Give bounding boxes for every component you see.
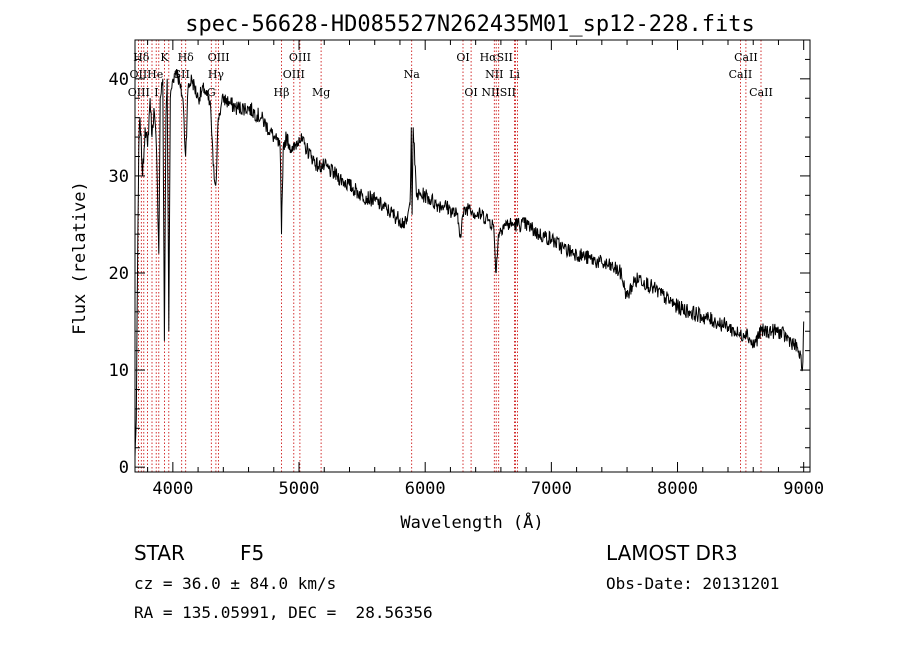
coordinates: RA = 135.05991, DEC = 28.56356 [134, 603, 433, 622]
x-tick-label: 4000 [152, 479, 193, 499]
line-annotation-label: CaII [729, 68, 753, 81]
redshift-value: cz = 36.0 ± 84.0 km/s [134, 574, 337, 593]
object-type: STAR [134, 541, 185, 565]
line-annotation-label: G [207, 86, 216, 99]
y-tick-label: 40 [109, 70, 129, 90]
x-axis-ticks: 4000 5000 6000 7000 8000 9000 [147, 40, 824, 499]
line-annotation-label: Mg [312, 86, 330, 99]
y-axis-ticks: 0 10 20 30 40 [109, 58, 810, 478]
line-annotation-label: NII [485, 68, 503, 81]
line-annotation-label: SII [174, 68, 190, 81]
line-annotation-label: CaII [749, 86, 773, 99]
y-tick-label: 10 [109, 361, 129, 381]
spectrum-series [134, 69, 805, 458]
line-annotation-label: Hγ [208, 68, 225, 81]
x-tick-label: 5000 [279, 479, 320, 499]
line-annotation-label: OI [456, 51, 469, 64]
survey-name: LAMOST DR3 [606, 541, 738, 565]
line-annotation-label: CaII [734, 51, 758, 64]
x-tick-label: 8000 [657, 479, 698, 499]
line-annotation-label: Hβ [274, 86, 290, 99]
line-annotation-label: I [154, 86, 158, 99]
y-tick-label: 30 [109, 167, 129, 187]
y-axis-label: Flux (relative) [70, 181, 90, 335]
line-annotation-label: Hδ [178, 51, 195, 64]
line-annotation-label: Li [509, 68, 520, 81]
line-annotation-label: OIII [289, 51, 311, 64]
line-annotation-label: He [147, 68, 163, 81]
line-annotation-label: Hδ [133, 51, 150, 64]
plot-frame [134, 39, 811, 473]
line-annotation-label: HαSII [480, 51, 513, 64]
observation-date: Obs-Date: 20131201 [606, 574, 780, 593]
line-annotation-label: OI [464, 86, 477, 99]
line-annotation-label: OII [130, 68, 148, 81]
y-tick-label: 0 [119, 458, 129, 478]
spectral-subclass: F5 [240, 541, 265, 565]
line-annotation-label: OIII [283, 68, 305, 81]
chart-title: spec-56628-HD085527N262435M01_sp12-228.f… [185, 12, 755, 37]
x-tick-label: 6000 [405, 479, 446, 499]
line-annotation-label: NIISII [481, 86, 516, 99]
spectrum-line [134, 69, 805, 458]
line-annotation-label: Na [404, 68, 421, 81]
y-tick-label: 20 [109, 264, 129, 284]
line-annotation-label: OIII [208, 51, 230, 64]
x-tick-label: 7000 [531, 479, 572, 499]
x-tick-label: 9000 [783, 479, 824, 499]
line-annotations: Hδ OII OIII K He I Hδ SII OIII Hγ G Hβ OIII OIII Mg Na O… [128, 51, 773, 99]
line-annotation-label: K [160, 51, 169, 64]
line-annotation-label: OIII [128, 86, 150, 99]
x-axis-label: Wavelength (Å) [400, 511, 543, 533]
